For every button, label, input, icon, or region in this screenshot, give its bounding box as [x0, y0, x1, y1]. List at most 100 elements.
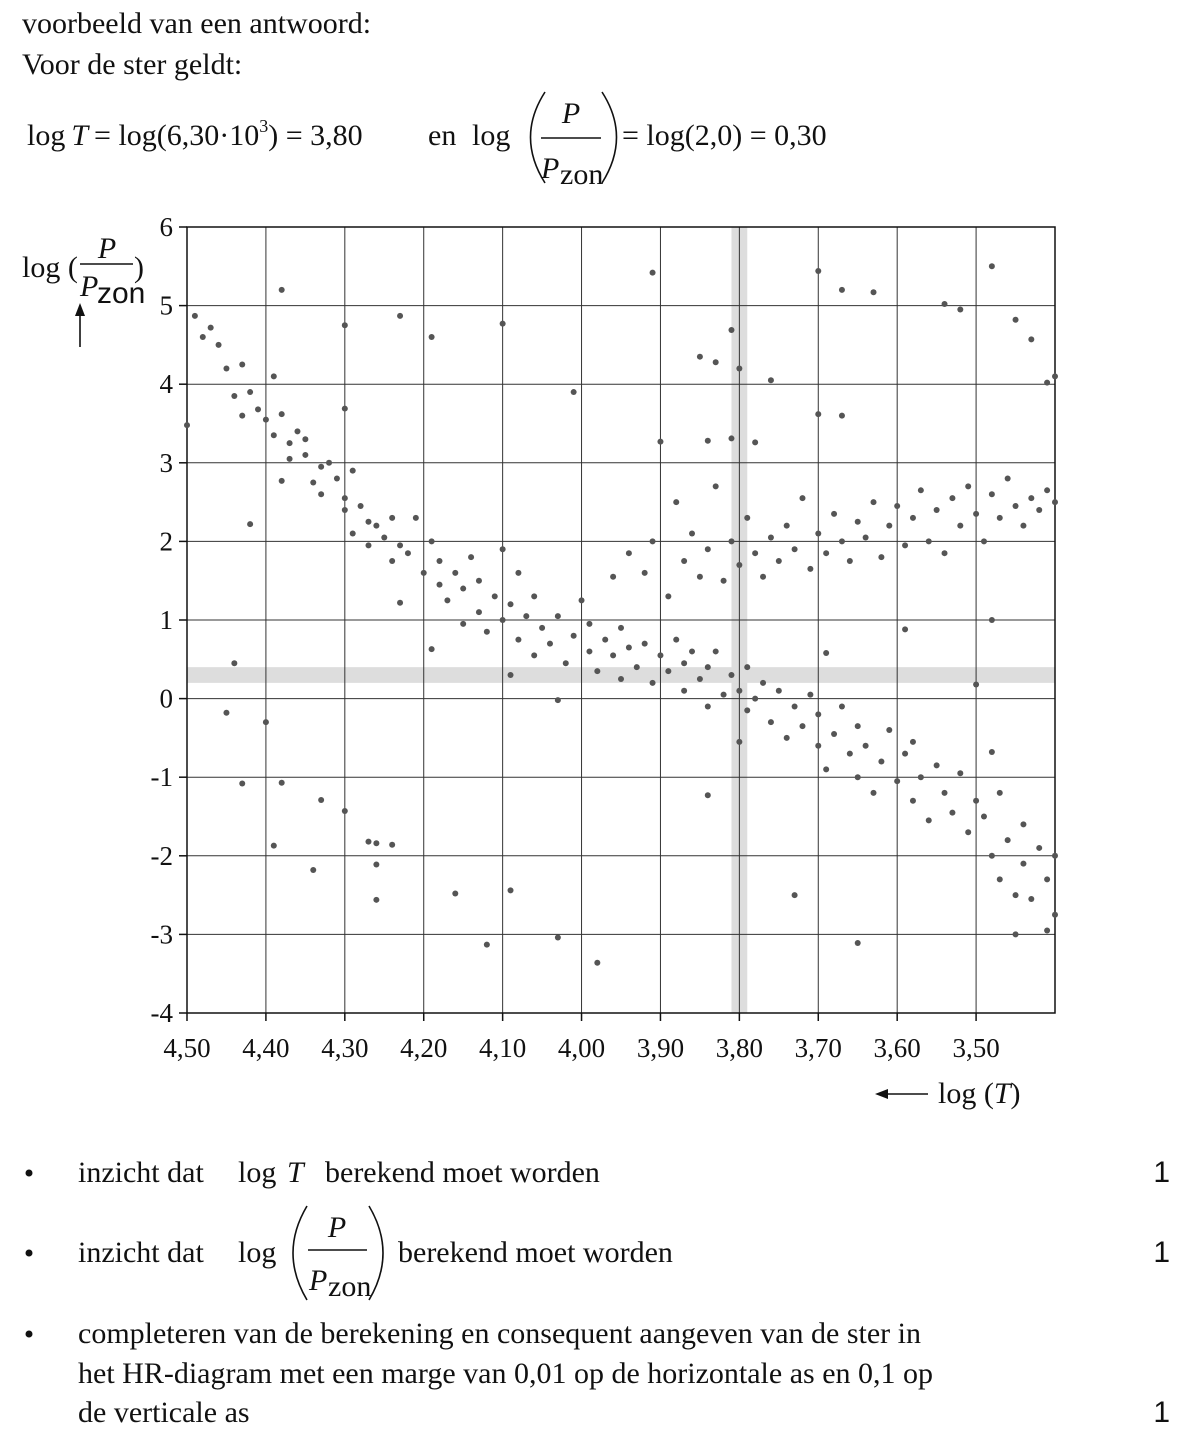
bullet [25, 1169, 33, 1177]
star-point [365, 838, 372, 845]
axis-arrow [75, 303, 85, 316]
star-point [302, 436, 309, 443]
bullet [25, 1249, 33, 1257]
star-point [436, 558, 443, 565]
star-point [957, 770, 964, 777]
star-point [689, 530, 696, 537]
star-point [909, 738, 916, 745]
star-point [341, 322, 348, 329]
star-point [633, 664, 640, 671]
star-point [996, 514, 1003, 521]
star-point [318, 491, 325, 498]
star-point [775, 558, 782, 565]
star-point [957, 306, 964, 313]
star-point [1044, 379, 1051, 386]
star-point [752, 695, 759, 702]
star-point [980, 813, 987, 820]
star-point [1052, 911, 1058, 918]
star-point [507, 887, 514, 894]
star-point [460, 585, 467, 592]
star-point [373, 840, 380, 847]
star-point [681, 660, 688, 667]
star-point [657, 438, 664, 445]
star-point [720, 691, 727, 698]
star-point [957, 522, 964, 529]
star-point [988, 263, 995, 270]
star-point [1004, 837, 1011, 844]
criterion-text: berekend moet worden [398, 1236, 673, 1269]
criterion-text: completeren van de berekening en consequ… [78, 1317, 921, 1350]
star-point [262, 416, 269, 423]
star-point [1028, 896, 1035, 903]
star-point [286, 455, 293, 462]
star-point [191, 312, 198, 319]
star-point [341, 807, 348, 814]
star-point [278, 477, 285, 484]
star-point [1044, 876, 1051, 883]
star-point [531, 652, 538, 659]
star-point [554, 613, 561, 620]
star-point [341, 495, 348, 502]
hr-diagram: log ( P P zon ) log (T) -4-3-2-101234564… [22, 212, 1058, 1110]
criterion-text: inzicht dat [78, 1156, 204, 1189]
star-point [444, 597, 451, 604]
star-point [720, 577, 727, 584]
star-point [475, 577, 482, 584]
star-point [428, 646, 435, 653]
star-point [791, 703, 798, 710]
star-point [917, 774, 924, 781]
score: 1 [1153, 1236, 1170, 1269]
star-point [570, 632, 577, 639]
y-tick-label: -2 [151, 841, 174, 871]
star-point [215, 341, 222, 348]
star-point [823, 550, 830, 557]
star-point [767, 534, 774, 541]
star-point [980, 538, 987, 545]
star-point [791, 546, 798, 553]
star-point [483, 941, 490, 948]
star-point [673, 499, 680, 506]
x-label-part: T [994, 1077, 1013, 1110]
criterion-text: log [238, 1156, 276, 1189]
star-point [823, 650, 830, 657]
star-point [752, 439, 759, 446]
star-point [468, 554, 475, 561]
star-point [1044, 487, 1051, 494]
star-point [933, 762, 940, 769]
star-point [783, 734, 790, 741]
x-tick-label: 3,50 [952, 1033, 999, 1063]
criterion-text: T [287, 1156, 306, 1189]
x-tick-label: 4,20 [400, 1033, 447, 1063]
star-point [373, 522, 380, 529]
star-point [1004, 475, 1011, 482]
formula-part: ) = 3,80 [268, 119, 362, 152]
star-point [909, 514, 916, 521]
star-point [318, 796, 325, 803]
star-point [831, 730, 838, 737]
star-point [341, 506, 348, 513]
y-label: ) [134, 251, 144, 284]
star-point [562, 660, 569, 667]
star-point [499, 546, 506, 553]
star-point [223, 709, 230, 716]
star-point [870, 499, 877, 506]
star-point [373, 896, 380, 903]
formula-part: log [472, 119, 510, 152]
criterion-text: log [238, 1236, 276, 1269]
y-label: P [97, 232, 116, 265]
star-point [704, 703, 711, 710]
star-point [736, 738, 743, 745]
star-point [744, 707, 751, 714]
star-point [247, 389, 254, 396]
x-tick-label: 3,80 [716, 1033, 763, 1063]
star-point [696, 573, 703, 580]
star-point [870, 789, 877, 796]
star-point [933, 506, 940, 513]
star-point [1012, 503, 1019, 510]
star-point [917, 487, 924, 494]
formula-part: = log(6,30·10 [94, 119, 259, 152]
y-tick-label: 6 [160, 212, 174, 242]
star-point [689, 648, 696, 655]
